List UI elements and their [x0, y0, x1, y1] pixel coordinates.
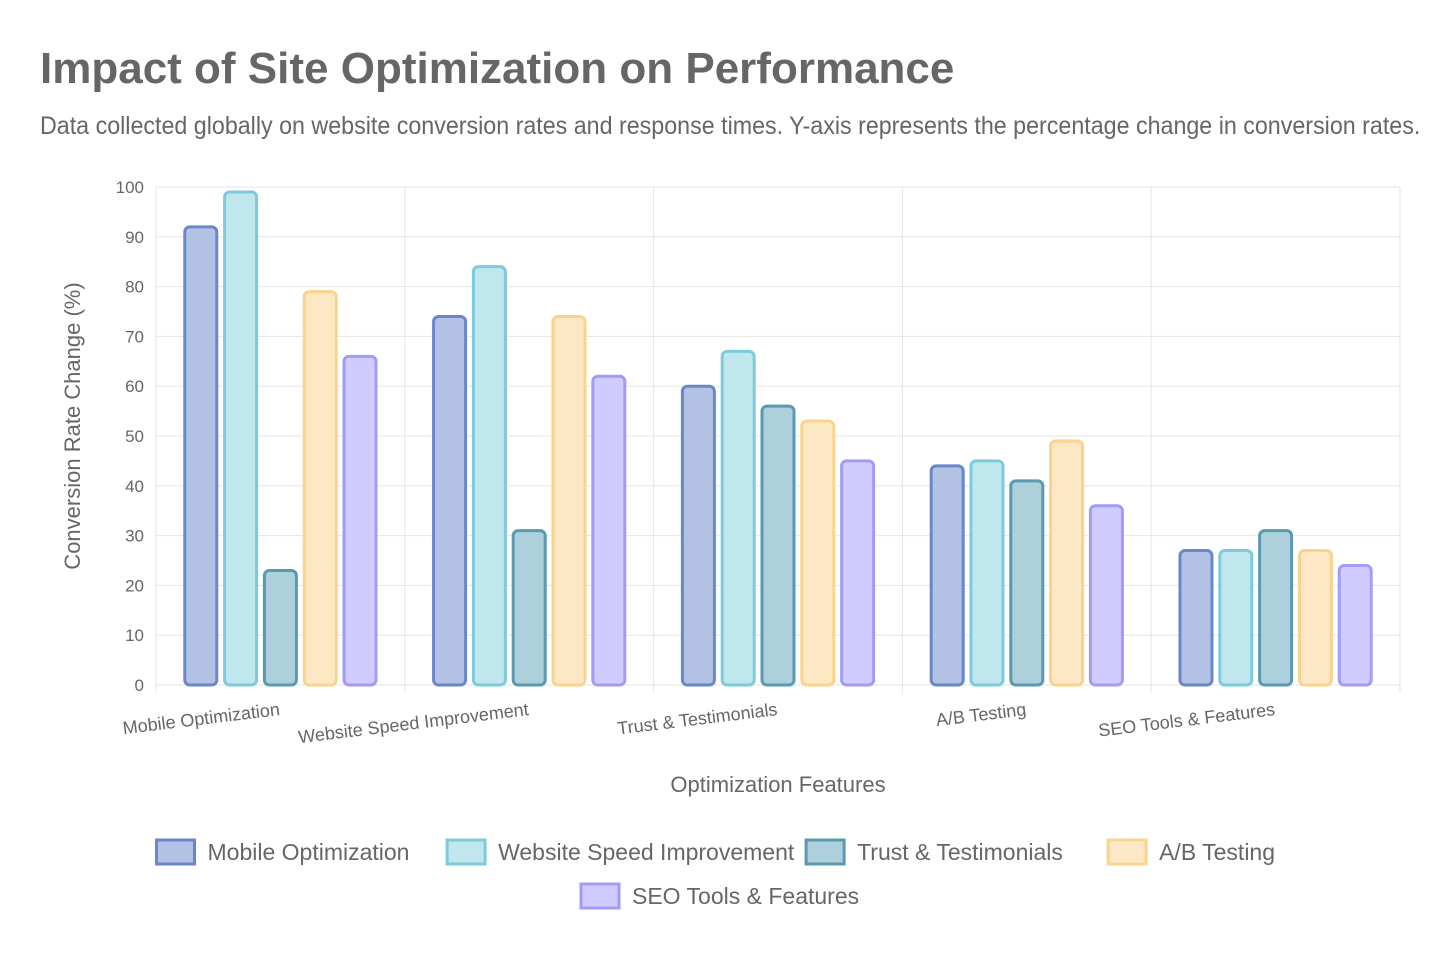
bar [680, 384, 716, 687]
x-tick-label: SEO Tools & Features [1097, 699, 1276, 741]
legend-swatch [445, 838, 487, 866]
bar [1297, 549, 1333, 687]
legend-swatch [804, 838, 846, 866]
legend-swatch [579, 882, 621, 910]
bar [511, 529, 547, 687]
y-tick-label: 80 [125, 278, 144, 297]
legend-label: A/B Testing [1159, 839, 1275, 865]
y-tick-label: 20 [125, 576, 144, 595]
bar [1337, 563, 1373, 687]
bar [1009, 479, 1045, 687]
x-tick-label: A/B Testing [935, 699, 1027, 730]
bar [1049, 439, 1085, 687]
y-tick-label: 30 [125, 527, 144, 546]
x-tick-label: Website Speed Improvement [297, 699, 530, 747]
bar [183, 225, 219, 687]
bar [1258, 529, 1294, 687]
bar [760, 404, 796, 687]
bar [471, 265, 507, 687]
legend-swatch [1106, 838, 1148, 866]
bar [929, 464, 965, 687]
bar [720, 349, 756, 687]
y-tick-label: 0 [135, 676, 144, 695]
y-tick-label: 90 [125, 228, 144, 247]
y-tick-label: 10 [125, 626, 144, 645]
bar [342, 354, 378, 687]
bar [551, 314, 587, 687]
bar [591, 374, 627, 687]
x-tick-label: Trust & Testimonials [616, 699, 778, 738]
y-tick-label: 50 [125, 427, 144, 446]
y-axis-title: Conversion Rate Change (%) [60, 282, 85, 569]
y-tick-label: 100 [116, 178, 144, 197]
legend-label: Trust & Testimonials [857, 839, 1063, 865]
bar [1178, 549, 1214, 687]
bar [1088, 504, 1124, 687]
bar [432, 314, 468, 687]
bar [800, 419, 836, 687]
y-tick-label: 60 [125, 377, 144, 396]
bar [302, 290, 338, 687]
bar [969, 459, 1005, 687]
chart-subtitle: Data collected globally on website conve… [40, 112, 1421, 140]
bar [223, 190, 259, 687]
legend-swatch [155, 838, 196, 866]
x-axis-title: Optimization Features [670, 772, 885, 797]
legend-label: Mobile Optimization [208, 839, 410, 865]
y-tick-label: 70 [125, 327, 144, 346]
bar [840, 459, 876, 687]
x-tick-label: Mobile Optimization [122, 699, 281, 738]
legend-label: SEO Tools & Features [632, 883, 859, 909]
y-tick-label: 40 [125, 477, 144, 496]
bar [1218, 549, 1254, 687]
chart-title: Impact of Site Optimization on Performan… [40, 44, 955, 93]
bar [262, 568, 298, 687]
legend-label: Website Speed Improvement [498, 839, 795, 865]
